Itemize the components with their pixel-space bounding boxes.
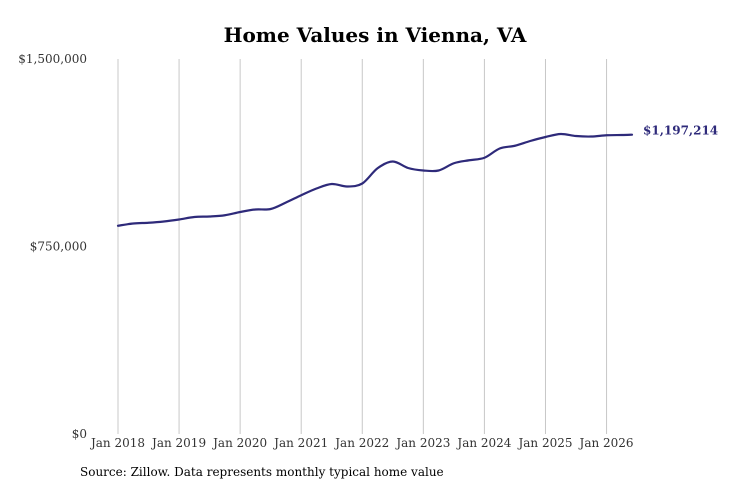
x-tick-label: Jan 2018 — [89, 436, 145, 450]
y-tick-label: $0 — [72, 427, 87, 441]
gridlines — [117, 59, 608, 434]
x-tick-label: Jan 2025 — [516, 436, 572, 450]
series-line — [116, 132, 634, 227]
x-tick-label: Jan 2026 — [578, 436, 634, 450]
chart-title: Home Values in Vienna, VA — [224, 23, 527, 47]
x-axis-tick-labels: Jan 2018 Jan 2019 Jan 2020 Jan 2021 Jan 2022… — [89, 436, 634, 450]
x-tick-label: Jan 2022 — [333, 436, 389, 450]
x-tick-label: Jan 2020 — [211, 436, 267, 450]
x-tick-label: Jan 2023 — [394, 436, 450, 450]
x-tick-label: Jan 2019 — [150, 436, 206, 450]
end-value-label: $1,197,214 — [643, 124, 718, 138]
y-tick-label: $1,500,000 — [18, 52, 87, 66]
y-tick-label: $750,000 — [30, 240, 87, 254]
x-tick-label: Jan 2021 — [272, 436, 328, 450]
y-axis-tick-labels: $0 $750,000 $1,500,000 — [18, 52, 87, 441]
source-note: Source: Zillow. Data represents monthly … — [80, 465, 444, 479]
x-tick-label: Jan 2024 — [455, 436, 511, 450]
